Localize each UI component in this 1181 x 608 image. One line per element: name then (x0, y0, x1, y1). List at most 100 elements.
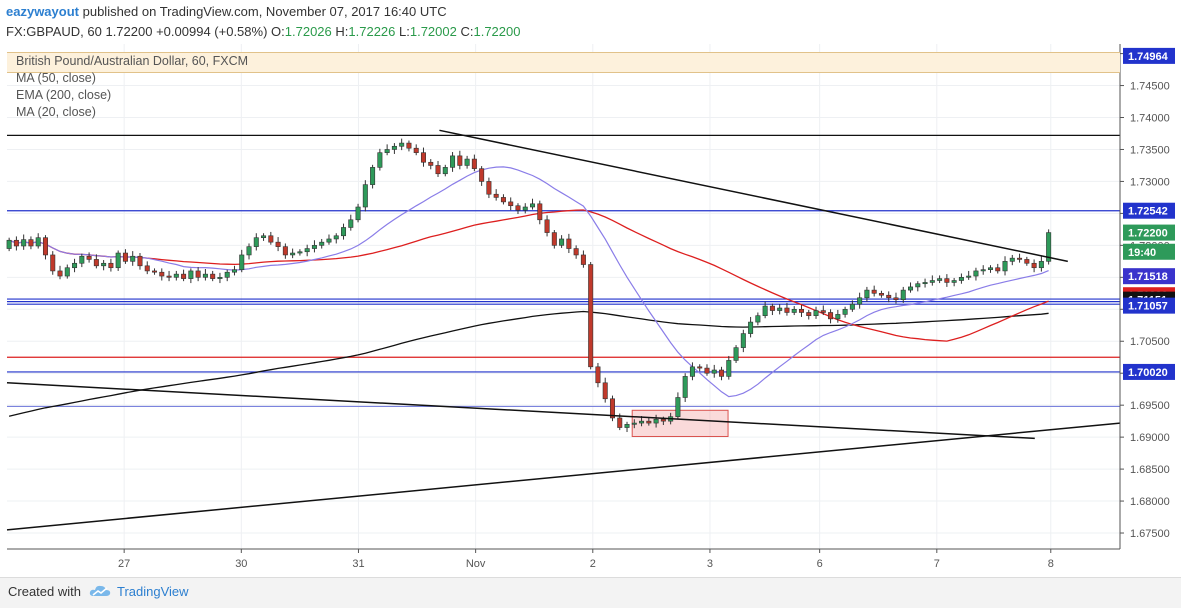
candle-body (304, 248, 310, 253)
low-value: 1.72002 (409, 24, 457, 39)
candle-body (326, 238, 332, 243)
trendline (6, 382, 1035, 440)
ma20-line (8, 166, 1049, 398)
candle-body (399, 142, 405, 147)
indicator-lines (8, 166, 1049, 417)
price-label-box (1123, 224, 1175, 241)
candle-body (631, 422, 637, 425)
x-tick-label: 7 (934, 558, 940, 570)
candle-body (311, 245, 317, 249)
candle-body (341, 227, 347, 237)
tradingview-link[interactable]: TradingView (117, 584, 189, 599)
high-label: H: (335, 24, 349, 39)
candle-body (457, 155, 463, 166)
candle-body (711, 369, 717, 374)
candle-body (275, 241, 281, 247)
candle-body (355, 206, 361, 221)
candle-body (50, 254, 56, 272)
candle-body (755, 315, 761, 323)
price-label-text: 1.72542 (1128, 206, 1168, 218)
y-tick-label: 1.69500 (1130, 400, 1170, 412)
candle-body (188, 270, 194, 279)
candle-body (268, 235, 274, 243)
candle-body (719, 369, 725, 377)
y-tick-label: 1.68500 (1130, 464, 1170, 476)
x-tick-label: Nov (466, 558, 486, 570)
candle-body (239, 254, 245, 270)
candle-body (72, 262, 78, 269)
candle-body (122, 252, 128, 262)
legend-ma50[interactable]: MA (50, close) (16, 71, 96, 85)
candle-body (101, 262, 107, 267)
change-value: +0.00994 (+0.58%) (156, 24, 268, 39)
candle-body (908, 286, 914, 291)
legend-title-bar (7, 52, 1120, 73)
candle-body (21, 239, 27, 247)
candle-body (987, 267, 993, 270)
price-label-text: 1.71518 (1128, 271, 1168, 283)
candle-body (479, 168, 485, 182)
candle-body (290, 252, 296, 256)
footer: Created with TradingView (0, 577, 1181, 608)
candle-body (1009, 257, 1015, 262)
price-chart[interactable]: 1.750001.745001.740001.735001.730001.725… (0, 0, 1181, 577)
legend-ema200[interactable]: EMA (200, close) (16, 88, 112, 102)
axes: 1.750001.745001.740001.735001.730001.725… (7, 44, 1175, 570)
tradingview-cloud-icon (89, 585, 111, 596)
candle-body (559, 238, 565, 246)
created-with-text: Created with (8, 584, 81, 599)
candle-body (922, 282, 928, 285)
candle-body (370, 167, 376, 185)
candle-body (784, 307, 790, 313)
legend-title[interactable]: British Pound/Australian Dollar, 60, FXC… (16, 54, 249, 68)
candle-body (28, 239, 34, 247)
candle-body (864, 289, 870, 299)
candle-body (217, 277, 223, 279)
legend-ma20[interactable]: MA (20, close) (16, 105, 96, 119)
y-tick-label: 1.68000 (1130, 496, 1170, 508)
candle-body (820, 310, 826, 313)
trendline (6, 422, 1121, 531)
candle-body (384, 149, 390, 153)
candle-body (282, 246, 288, 256)
candle-body (115, 252, 121, 269)
candle-body (144, 265, 150, 272)
candle-body (806, 312, 812, 316)
candle-body (210, 273, 216, 279)
candle-body (464, 158, 470, 166)
candle-body (166, 275, 172, 278)
candle-body (253, 237, 259, 247)
candle-body (261, 235, 267, 238)
x-tick-label: 3 (707, 558, 713, 570)
candle-body (813, 310, 819, 316)
candle-body (333, 235, 339, 240)
candle-body (130, 255, 136, 262)
candle-body (159, 271, 165, 277)
candle-body (835, 314, 841, 320)
candle-body (493, 193, 499, 198)
x-tick-label: 30 (235, 558, 247, 570)
candle-body (762, 305, 768, 316)
candle-body (231, 269, 237, 273)
ema200-line (8, 310, 1049, 417)
candle-body (1002, 261, 1008, 272)
y-tick-label: 1.69000 (1130, 432, 1170, 444)
y-tick-label: 1.67500 (1130, 528, 1170, 540)
candle-body (319, 241, 325, 246)
open-value: 1.72026 (284, 24, 332, 39)
y-tick-label: 1.74500 (1130, 81, 1170, 93)
candle-body (544, 219, 550, 233)
candle-body (108, 262, 114, 269)
candle-body (202, 273, 208, 278)
candle-body (748, 321, 754, 334)
candle-body (878, 293, 884, 296)
candle-body (689, 366, 695, 377)
candle-body (886, 294, 892, 299)
candles (6, 138, 1052, 433)
author-link[interactable]: eazywayout (6, 4, 79, 19)
candle-body (551, 232, 557, 246)
price-label-box (1123, 202, 1175, 219)
candle-body (1046, 232, 1052, 262)
candle-body (1024, 259, 1030, 264)
candle-body (57, 270, 63, 277)
